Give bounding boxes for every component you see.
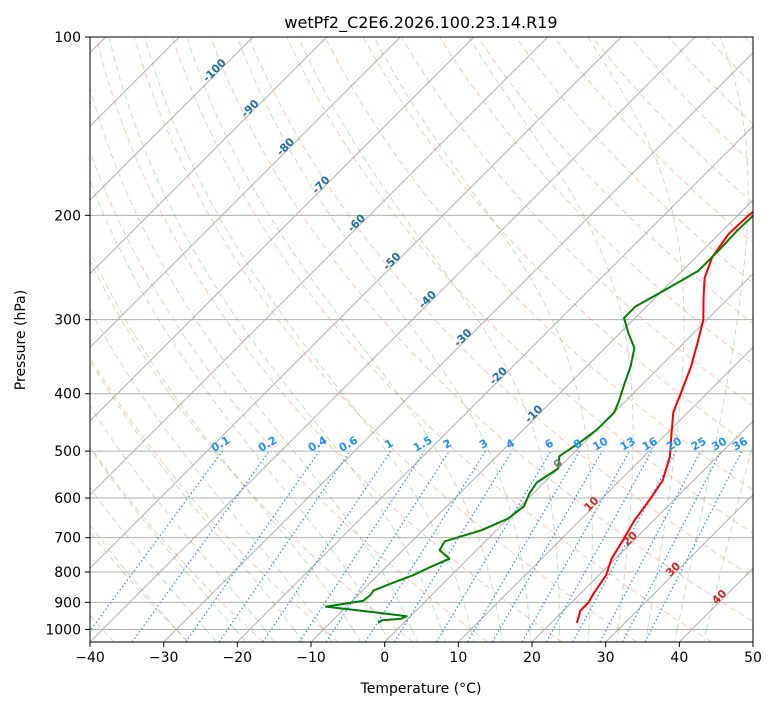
isotherm-line — [90, 37, 622, 570]
y-tick-label: 100 — [54, 30, 81, 46]
mixing-ratio-line — [185, 450, 320, 642]
dry-adiabat-line — [324, 37, 753, 491]
y-tick-label: 400 — [54, 387, 81, 403]
x-tick-label: −10 — [296, 650, 326, 666]
tick-layer: −40 −30 −20 −10 0 10 20 30 40 50 1000 900 800 700 600 5… — [45, 30, 762, 666]
dry-adiabat-line — [95, 37, 563, 642]
isotherm-line — [531, 420, 753, 642]
mixing-ratio-line — [435, 450, 552, 642]
moist-adiabat-line — [236, 37, 532, 642]
isotherm-line — [90, 37, 328, 275]
grid-layer — [90, 37, 753, 642]
temperature-trace — [575, 210, 753, 624]
moist-adiabat-line — [90, 524, 188, 642]
y-tick-label: 200 — [54, 208, 81, 224]
isotherm-line — [605, 493, 753, 642]
x-tick-label: 40 — [670, 650, 688, 666]
y-tick-label: 300 — [54, 313, 81, 329]
x-tick-label: 0 — [380, 650, 389, 666]
isotherm-line — [310, 199, 753, 642]
moist-adiabat-line — [90, 359, 304, 642]
x-tick-label: −40 — [75, 650, 105, 666]
dry-adiabat-line — [90, 356, 339, 642]
mixing-ratio-line — [491, 450, 603, 642]
moist-adiabat-line — [144, 37, 475, 642]
mixing-ratio-line — [572, 450, 677, 642]
y-tick-label: 700 — [54, 531, 81, 547]
mixing-ratio-line — [364, 450, 486, 642]
dry-adiabat-line — [210, 37, 753, 623]
moist-adiabat-line — [373, 37, 593, 642]
moist-adiabat-line — [587, 37, 685, 642]
moist-adiabat-line — [703, 441, 753, 642]
y-tick-label: 800 — [54, 565, 81, 581]
mixing-ratio-line — [393, 450, 513, 642]
isotherm-line — [163, 51, 753, 642]
mixing-ratio-line — [521, 450, 631, 642]
x-tick-label: 30 — [597, 650, 615, 666]
x-tick-label: 10 — [449, 650, 467, 666]
x-tick-label: 50 — [744, 650, 762, 666]
plot-frame — [89, 36, 754, 643]
moist-adiabat-line — [90, 405, 276, 642]
mixing-ratio-line — [218, 450, 351, 642]
moist-adiabat-line — [186, 37, 503, 642]
moist-adiabat-line — [90, 86, 418, 642]
moist-adiabat-line — [468, 37, 634, 642]
isotherm-line — [90, 37, 401, 349]
moist-adiabat-line — [90, 486, 217, 642]
isotherm-line — [90, 37, 254, 201]
dry-adiabat-line — [90, 445, 264, 642]
x-tick-label: −20 — [223, 650, 253, 666]
x-tick-label: 20 — [523, 650, 541, 666]
moist-adiabat-line — [90, 250, 362, 642]
y-tick-label: 900 — [54, 595, 81, 611]
moist-adiabat-line — [90, 179, 390, 642]
data-layer — [324, 210, 753, 624]
x-axis-title: Temperature (°C) — [360, 681, 482, 697]
mixing-ratio-line — [545, 450, 653, 642]
dewpoint-trace — [324, 214, 753, 624]
dry-adiabat-line — [515, 37, 753, 284]
isotherm-line — [236, 125, 753, 642]
dry-adiabat-line — [171, 37, 712, 642]
dry-adiabat-line — [248, 37, 753, 578]
isotherm-line — [90, 37, 475, 422]
y-tick-label: 1000 — [45, 622, 81, 638]
mixing-ratio-line — [466, 450, 580, 642]
dry-adiabat-line — [286, 37, 753, 534]
x-tick-label: −30 — [149, 650, 179, 666]
dry-adiabat-line — [90, 259, 414, 642]
y-axis-title: Pressure (hPa) — [13, 290, 29, 390]
chart-title: wetPf2_C2E6.2026.100.23.14.R19 — [284, 13, 557, 33]
dry-adiabat-line — [133, 37, 638, 642]
y-tick-label: 500 — [54, 444, 81, 460]
isotherm-line — [90, 37, 696, 642]
y-tick-label: 600 — [54, 491, 81, 507]
isotherm-line — [90, 37, 549, 496]
moist-adiabat-line — [108, 37, 447, 642]
moist-adiabat-line — [90, 308, 333, 642]
moist-adiabat-line — [674, 37, 749, 642]
mixing-ratio-line — [325, 450, 450, 642]
isotherm-line — [384, 272, 753, 642]
moist-adiabat-line — [90, 447, 247, 642]
isotherm-line — [457, 346, 753, 642]
